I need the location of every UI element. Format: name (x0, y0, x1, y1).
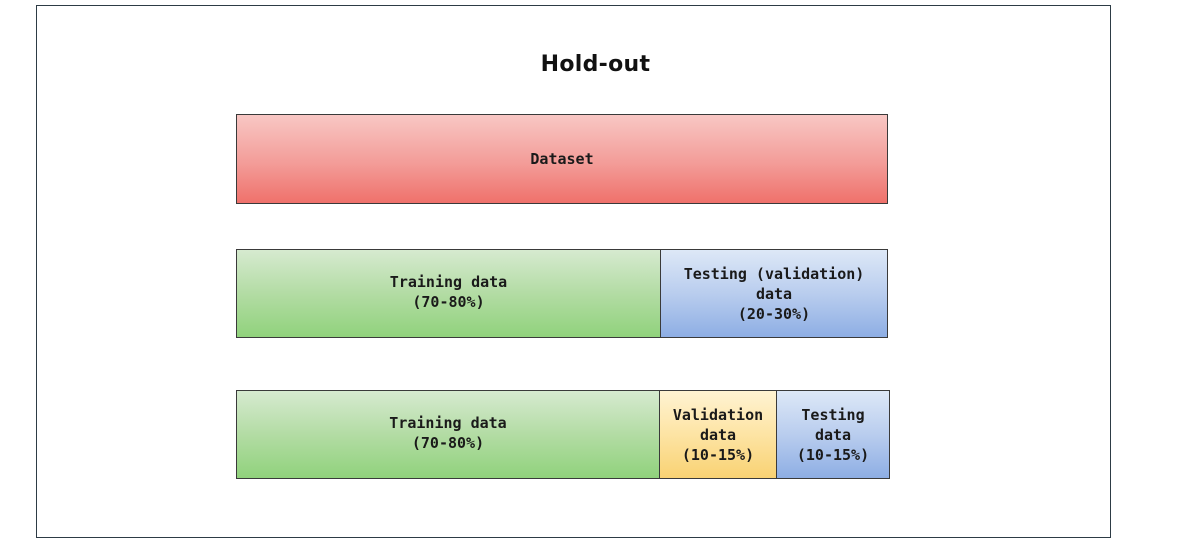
testing-block: Testing data (10-15%) (776, 390, 890, 479)
training-block-two-way: Training data (70-80%) (236, 249, 661, 338)
dataset-block: Dataset (236, 114, 888, 204)
validation-block: Validation data (10-15%) (659, 390, 777, 479)
testing-validation-block: Testing (validation) data (20-30%) (660, 249, 888, 338)
diagram-title: Hold-out (540, 52, 651, 77)
training-block-three-way: Training data (70-80%) (236, 390, 660, 479)
